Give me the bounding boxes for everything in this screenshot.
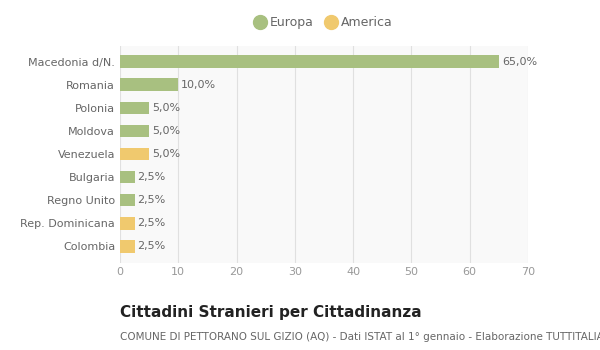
- Bar: [120, 171, 134, 183]
- Bar: [120, 194, 134, 206]
- Text: COMUNE DI PETTORANO SUL GIZIO (AQ) - Dati ISTAT al 1° gennaio - Elaborazione TUT: COMUNE DI PETTORANO SUL GIZIO (AQ) - Dat…: [120, 332, 600, 343]
- Text: 2,5%: 2,5%: [137, 172, 166, 182]
- Text: 10,0%: 10,0%: [181, 80, 217, 90]
- Bar: [120, 217, 134, 230]
- Text: 2,5%: 2,5%: [137, 241, 166, 251]
- Text: 5,0%: 5,0%: [152, 103, 180, 113]
- Text: 5,0%: 5,0%: [152, 126, 180, 136]
- Text: 2,5%: 2,5%: [137, 195, 166, 205]
- Bar: [120, 125, 149, 137]
- Bar: [120, 102, 149, 114]
- Legend: Europa, America: Europa, America: [251, 13, 397, 33]
- Bar: [120, 78, 178, 91]
- Text: Cittadini Stranieri per Cittadinanza: Cittadini Stranieri per Cittadinanza: [120, 304, 422, 320]
- Text: 65,0%: 65,0%: [502, 57, 537, 67]
- Bar: [120, 240, 134, 253]
- Text: 5,0%: 5,0%: [152, 149, 180, 159]
- Bar: [120, 55, 499, 68]
- Text: 2,5%: 2,5%: [137, 218, 166, 228]
- Bar: [120, 148, 149, 160]
